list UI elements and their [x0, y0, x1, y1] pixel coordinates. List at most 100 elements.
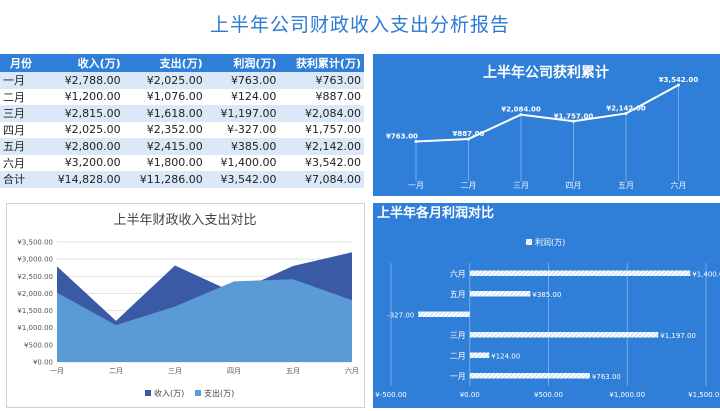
finance-table: 月份 收入(万) 支出(万) 利润(万) 获利累计(万) 一月 ¥2,788.0…	[0, 54, 364, 188]
column-header-month: 月份	[0, 54, 42, 72]
cell-month: 一月	[0, 72, 42, 89]
cell-expense: ¥1,076.00	[123, 88, 206, 105]
cell-income: ¥1,200.00	[41, 88, 124, 105]
cell-expense: ¥2,025.00	[123, 72, 206, 89]
cell-cumulative: ¥887.00	[279, 88, 364, 105]
income-expense-chart: 上半年财政收入支出对比 ¥0.00 ¥500.00 ¥1,000.00 ¥1,500.0…	[6, 203, 365, 408]
cell-profit: ¥-327.00	[205, 121, 280, 138]
cell-profit: ¥3,542.00	[205, 171, 280, 188]
cell-month: 二月	[0, 88, 42, 105]
column-header-profit: 利润(万)	[205, 54, 280, 72]
legend-swatch	[195, 390, 201, 396]
cell-cumulative: ¥763.00	[279, 72, 364, 89]
data-point	[572, 119, 575, 123]
cell-income: ¥2,800.00	[41, 138, 124, 155]
data-point	[677, 83, 680, 87]
legend-label: 利润(万)	[535, 237, 565, 247]
cell-month: 三月	[0, 105, 42, 122]
cell-expense: ¥1,618.00	[123, 105, 206, 122]
table-header-row: 月份 收入(万) 支出(万) 利润(万) 获利累计(万)	[0, 54, 364, 72]
y-tick-label: 三月	[450, 331, 466, 340]
table-row: 六月 ¥3,200.00 ¥1,800.00 ¥1,400.00 ¥3,542.…	[0, 154, 364, 171]
chart-title: 上半年各月利润对比	[377, 205, 494, 221]
x-tick-label: 二月	[461, 181, 477, 190]
x-tick-label: 三月	[168, 367, 182, 375]
cumulative-profit-chart: 上半年公司获利累计 一月 二月 三月 四月 五月 六月 ¥763.00 ¥887.00 ¥2,08…	[373, 54, 720, 196]
income-expense-svg: 上半年财政收入支出对比 ¥0.00 ¥500.00 ¥1,000.00 ¥1,500.0…	[17, 213, 359, 398]
data-label: ¥1,400.00	[692, 270, 720, 278]
y-tick-label: ¥0.00	[33, 359, 53, 367]
bar	[469, 332, 659, 338]
x-tick-label: 一月	[50, 367, 64, 375]
cell-profit: ¥763.00	[205, 72, 280, 89]
bar	[469, 373, 590, 379]
cell-income: ¥2,788.00	[41, 72, 124, 89]
bar	[469, 352, 490, 358]
x-tick-label: ¥-500.00	[375, 391, 406, 399]
x-tick-label: 五月	[618, 181, 634, 190]
data-point	[414, 139, 418, 143]
y-tick-label: ¥3,000.00	[17, 256, 53, 264]
data-label: ¥887.00	[453, 130, 485, 138]
y-tick-label: 二月	[450, 351, 466, 360]
table-row: 二月 ¥1,200.00 ¥1,076.00 ¥124.00 ¥887.00	[0, 88, 364, 105]
x-tick-label: 一月	[408, 181, 424, 190]
data-point	[624, 111, 628, 115]
x-tick-label: 四月	[566, 181, 582, 190]
x-tick-label: 五月	[286, 367, 300, 375]
cell-profit: ¥124.00	[205, 88, 280, 105]
page-title: 上半年公司财政收入支出分析报告	[209, 14, 510, 36]
x-tick-label: 三月	[513, 181, 529, 190]
cell-expense: ¥2,352.00	[123, 121, 206, 138]
x-tick-label: ¥1,500.00	[688, 391, 720, 399]
legend-swatch	[526, 239, 532, 245]
x-tick-label: ¥1,000.00	[609, 391, 645, 399]
y-tick-label: ¥2,500.00	[17, 273, 53, 281]
cell-profit: ¥1,400.00	[205, 154, 280, 171]
cell-income: ¥3,200.00	[41, 154, 124, 171]
chart-title: 上半年公司获利累计	[483, 64, 609, 81]
cell-cumulative: ¥3,542.00	[279, 154, 364, 171]
x-tick-label: 二月	[109, 367, 123, 375]
cell-month: 合计	[0, 171, 42, 188]
cell-cumulative: ¥2,084.00	[279, 105, 364, 122]
cell-month: 五月	[0, 138, 42, 155]
data-label: ¥2,084.00	[501, 106, 541, 114]
cell-income: ¥14,828.00	[41, 171, 124, 188]
bar	[469, 270, 691, 276]
cell-income: ¥2,815.00	[41, 105, 124, 122]
area-series-2	[57, 279, 352, 362]
data-point	[519, 113, 523, 117]
cell-profit: ¥1,197.00	[205, 105, 280, 122]
data-point	[467, 137, 470, 141]
cell-expense: ¥11,286.00	[123, 171, 206, 188]
cell-month: 四月	[0, 121, 42, 138]
legend-swatch	[145, 390, 151, 396]
cell-expense: ¥1,800.00	[123, 154, 206, 171]
chart-title: 上半年财政收入支出对比	[113, 213, 256, 228]
y-tick-label: ¥1,500.00	[17, 307, 53, 315]
cell-cumulative: ¥2,142.00	[279, 138, 364, 155]
y-tick-label: ¥3,500.00	[17, 239, 53, 247]
x-tick-label: ¥500.00	[534, 391, 563, 399]
legend-label: 收入(万)	[154, 388, 184, 398]
column-header-expense: 支出(万)	[123, 54, 206, 72]
y-tick-label: ¥1,000.00	[17, 324, 53, 332]
data-label: ¥1,197.00	[660, 332, 696, 340]
data-label: -327.00	[387, 311, 414, 319]
data-label: ¥763.00	[592, 373, 621, 381]
data-label: ¥1,757.00	[554, 112, 594, 120]
data-label: ¥124.00	[491, 352, 520, 360]
y-tick-label: 一月	[450, 372, 466, 381]
cell-month: 六月	[0, 154, 42, 171]
cell-profit: ¥385.00	[205, 138, 280, 155]
data-label: ¥3,542.00	[659, 76, 699, 84]
column-header-income: 收入(万)	[41, 54, 124, 72]
table-total-row: 合计 ¥14,828.00 ¥11,286.00 ¥3,542.00 ¥7,08…	[0, 171, 364, 188]
bar	[469, 291, 531, 297]
y-tick-label: 五月	[450, 290, 466, 299]
table-row: 四月 ¥2,025.00 ¥2,352.00 ¥-327.00 ¥1,757.0…	[0, 121, 364, 138]
cell-cumulative: ¥1,757.00	[279, 121, 364, 138]
